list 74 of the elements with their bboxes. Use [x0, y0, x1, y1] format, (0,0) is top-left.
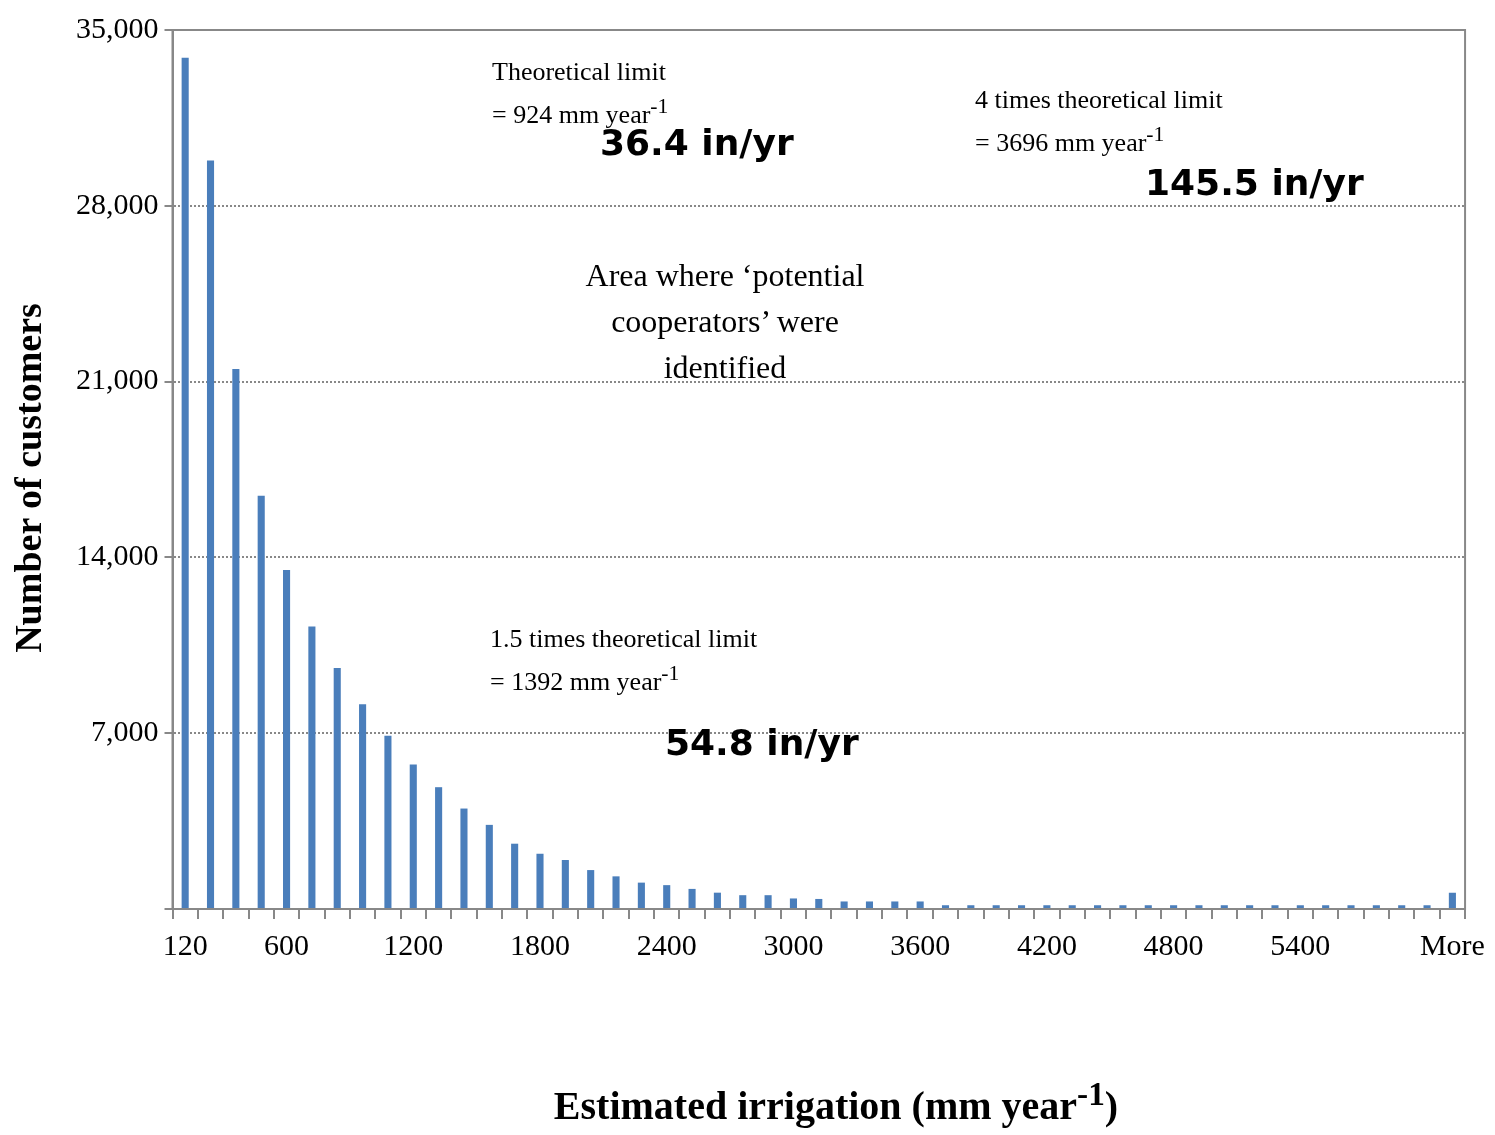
bar	[1144, 905, 1152, 908]
bar	[1246, 905, 1254, 908]
x-tick-label: 5400	[1270, 927, 1331, 961]
bar	[308, 626, 316, 908]
bar	[460, 808, 468, 908]
bar	[891, 901, 899, 908]
y-tick-label: 28,000	[76, 186, 159, 220]
bar	[1347, 905, 1355, 908]
bar	[941, 905, 950, 908]
bar	[1372, 905, 1380, 908]
bar	[333, 667, 341, 908]
x-tick-label: 1200	[383, 927, 444, 961]
bar	[485, 824, 493, 908]
bar	[435, 787, 443, 908]
bar	[1423, 905, 1431, 908]
bar	[561, 860, 569, 908]
bar	[992, 905, 1000, 908]
x-tick-label: 4800	[1143, 927, 1204, 961]
x-tick-label: 600	[264, 927, 310, 961]
bar	[865, 901, 874, 908]
annotation: 4 times theoretical limit = 3696 mm year$^{-1}$	[975, 84, 1223, 159]
bar	[536, 853, 544, 908]
x-tick-label: 2400	[636, 927, 697, 961]
bar	[713, 892, 721, 908]
bar	[1195, 905, 1203, 908]
bar	[1043, 905, 1051, 908]
bar	[1094, 905, 1102, 908]
bar	[384, 735, 392, 908]
bar	[815, 898, 823, 908]
bar	[511, 843, 519, 908]
bar	[1220, 905, 1228, 908]
bar	[840, 901, 848, 908]
annotation: 54.8 in/yr	[665, 722, 859, 763]
bar	[967, 905, 975, 908]
x-tick-label: 1800	[509, 927, 570, 961]
bar	[283, 569, 291, 908]
bar	[1068, 905, 1076, 908]
bar	[688, 888, 696, 908]
bar	[587, 870, 595, 908]
bar	[359, 704, 367, 908]
bar	[206, 160, 215, 908]
bar	[257, 495, 265, 908]
bar	[1119, 905, 1127, 908]
y-tick-label: 35,000	[76, 10, 159, 44]
x-tick-label: 4200	[1016, 927, 1077, 961]
x-tick-label: 3000	[763, 927, 824, 961]
bar	[232, 369, 240, 908]
bar	[1448, 892, 1456, 908]
annotation: 145.5 in/yr	[1145, 162, 1364, 203]
y-tick-label: 21,000	[76, 362, 159, 396]
bar	[739, 895, 747, 908]
x-tick-label: 120	[162, 927, 208, 961]
y-tick-label: 14,000	[76, 538, 159, 572]
annotation: Area where ‘potential cooperators’ were identified	[584, 256, 866, 387]
x-tick-label: 3600	[890, 927, 951, 961]
bar	[663, 885, 671, 908]
bar	[409, 764, 417, 908]
annotation: 1.5 times theoretical limit = 1392 mm year$^{-1}$	[490, 623, 758, 698]
bar	[916, 901, 924, 908]
bar	[612, 876, 620, 908]
y-axis-title: Number of customers	[6, 303, 50, 653]
x-axis-title: Estimated irrigation (mm year$^{-1}$)	[552, 1075, 1120, 1130]
bar	[1398, 905, 1406, 908]
bar	[764, 895, 772, 908]
bar	[1271, 905, 1279, 908]
bar	[1296, 905, 1304, 908]
bar	[789, 898, 797, 908]
bar	[637, 882, 645, 908]
bar	[1170, 905, 1178, 908]
bar	[1017, 905, 1026, 908]
y-tick-label: 7,000	[91, 714, 159, 748]
bar	[181, 57, 189, 908]
x-tick-label: More	[1419, 927, 1485, 961]
bar	[1322, 905, 1330, 908]
